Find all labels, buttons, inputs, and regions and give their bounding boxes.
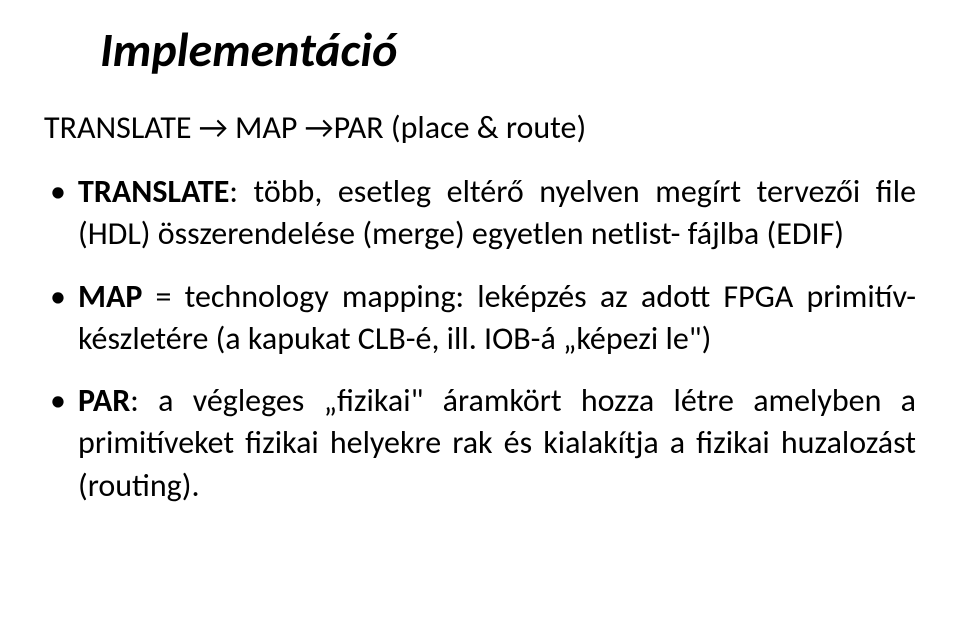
bullet-list: TRANSLATE: több, esetleg eltérő nyelven … [44,171,916,507]
flow-line: TRANSLATE → MAP →PAR (place & route) [44,107,916,149]
slide: Implementáció TRANSLATE → MAP →PAR (plac… [0,0,960,634]
list-item: MAP = technology mapping: leképzés az ad… [44,276,916,360]
list-item: PAR: a végleges „fizikai" áramkört hozza… [44,380,916,507]
bullet-text: = technology mapping: leképzés az adott … [78,277,916,358]
bullet-lead: TRANSLATE [78,172,229,211]
list-item: TRANSLATE: több, esetleg eltérő nyelven … [44,171,916,255]
bullet-lead: PAR [78,381,130,420]
slide-title: Implementáció [100,20,916,79]
bullet-text: : a végleges „fizikai" áramkört hozza lé… [78,381,916,504]
bullet-lead: MAP [78,277,142,316]
